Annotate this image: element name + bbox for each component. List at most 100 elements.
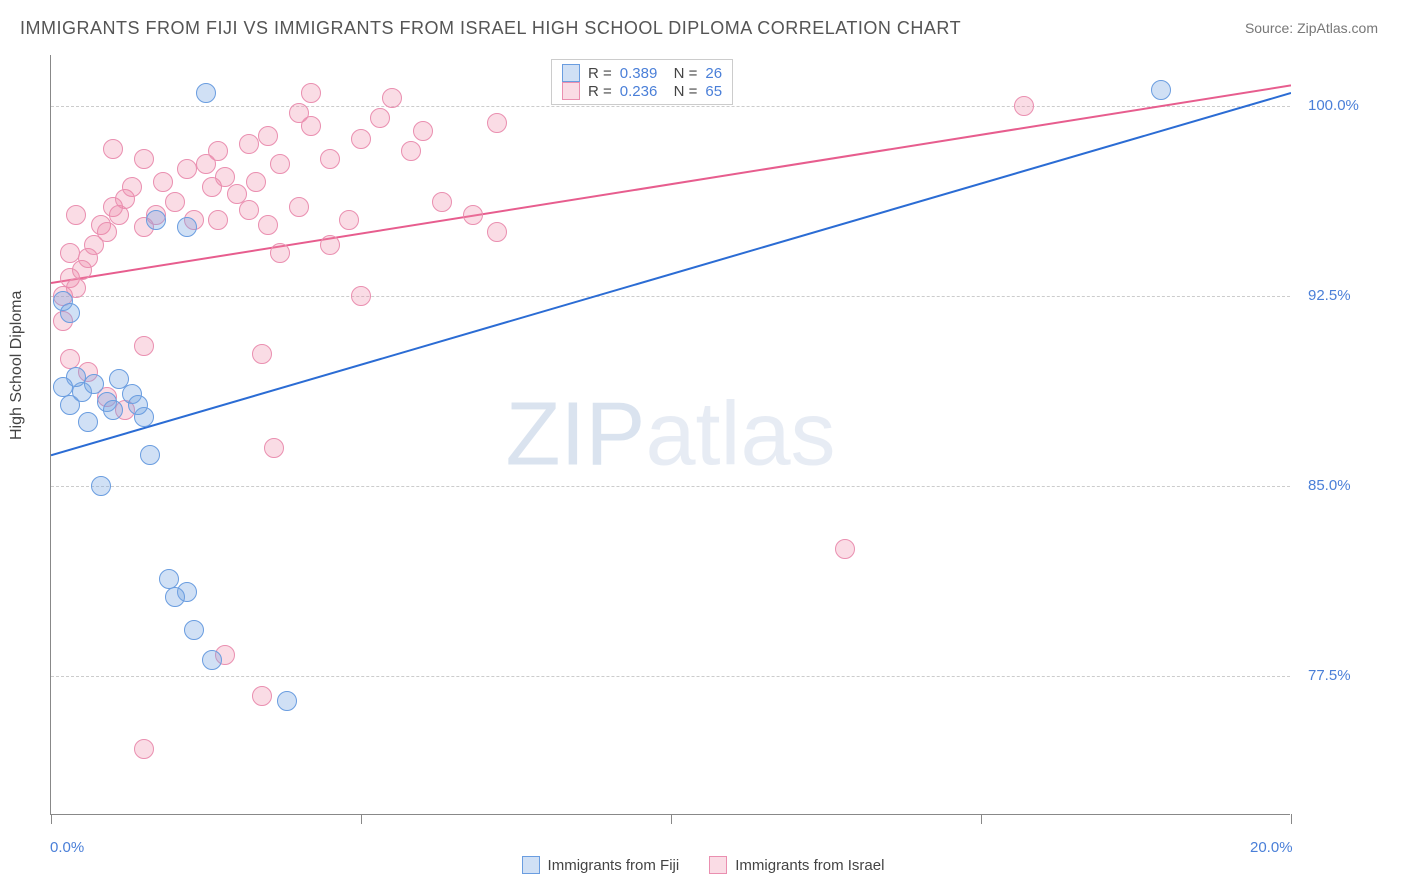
data-point	[487, 113, 507, 133]
data-point	[153, 172, 173, 192]
plot-area: ZIPatlas R = 0.389 N = 26 R = 0.236 N = …	[50, 55, 1290, 815]
trend-lines	[51, 55, 1291, 815]
x-tick	[51, 814, 52, 824]
r-legend-row-israel: R = 0.236 N = 65	[562, 82, 722, 100]
r-label: R =	[588, 65, 612, 82]
data-point	[252, 686, 272, 706]
swatch-israel	[709, 856, 727, 874]
r-value-fiji: 0.389	[620, 65, 658, 82]
data-point	[60, 303, 80, 323]
data-point	[351, 129, 371, 149]
data-point	[97, 222, 117, 242]
data-point	[103, 139, 123, 159]
gridline	[51, 106, 1290, 107]
swatch-fiji	[562, 64, 580, 82]
data-point	[165, 192, 185, 212]
data-point	[401, 141, 421, 161]
data-point	[177, 217, 197, 237]
data-point	[215, 167, 235, 187]
data-point	[84, 374, 104, 394]
data-point	[134, 739, 154, 759]
data-point	[184, 620, 204, 640]
y-tick-label: 92.5%	[1308, 287, 1351, 304]
data-point	[146, 210, 166, 230]
x-tick-label: 0.0%	[50, 839, 84, 856]
n-label: N =	[665, 83, 697, 100]
data-point	[53, 377, 73, 397]
data-point	[432, 192, 452, 212]
data-point	[202, 650, 222, 670]
legend-label-fiji: Immigrants from Fiji	[548, 857, 680, 874]
chart-title: IMMIGRANTS FROM FIJI VS IMMIGRANTS FROM …	[20, 18, 961, 39]
y-tick-label: 85.0%	[1308, 477, 1351, 494]
data-point	[165, 587, 185, 607]
x-tick	[671, 814, 672, 824]
data-point	[301, 83, 321, 103]
gridline	[51, 296, 1290, 297]
data-point	[246, 172, 266, 192]
x-tick	[361, 814, 362, 824]
swatch-israel	[562, 82, 580, 100]
n-value-israel: 65	[705, 83, 722, 100]
data-point	[239, 200, 259, 220]
legend-item-fiji: Immigrants from Fiji	[522, 856, 680, 874]
r-value-israel: 0.236	[620, 83, 658, 100]
data-point	[301, 116, 321, 136]
data-point	[370, 108, 390, 128]
legend-item-israel: Immigrants from Israel	[709, 856, 884, 874]
data-point	[320, 235, 340, 255]
data-point	[196, 83, 216, 103]
x-tick	[1291, 814, 1292, 824]
r-legend: R = 0.389 N = 26 R = 0.236 N = 65	[551, 59, 733, 105]
data-point	[91, 476, 111, 496]
r-legend-row-fiji: R = 0.389 N = 26	[562, 64, 722, 82]
data-point	[289, 197, 309, 217]
data-point	[78, 412, 98, 432]
y-tick-label: 77.5%	[1308, 667, 1351, 684]
data-point	[835, 539, 855, 559]
legend-label-israel: Immigrants from Israel	[735, 857, 884, 874]
data-point	[413, 121, 433, 141]
r-label: R =	[588, 83, 612, 100]
x-tick-label: 20.0%	[1250, 839, 1293, 856]
y-tick-label: 100.0%	[1308, 97, 1359, 114]
data-point	[258, 126, 278, 146]
data-point	[239, 134, 259, 154]
data-point	[252, 344, 272, 364]
data-point	[140, 445, 160, 465]
gridline	[51, 676, 1290, 677]
gridline	[51, 486, 1290, 487]
data-point	[382, 88, 402, 108]
data-point	[320, 149, 340, 169]
data-point	[351, 286, 371, 306]
watermark: ZIPatlas	[505, 383, 835, 486]
data-point	[134, 336, 154, 356]
data-point	[277, 691, 297, 711]
data-point	[1014, 96, 1034, 116]
data-point	[258, 215, 278, 235]
data-point	[264, 438, 284, 458]
data-point	[270, 154, 290, 174]
data-point	[208, 141, 228, 161]
data-point	[463, 205, 483, 225]
data-point	[66, 205, 86, 225]
bottom-legend: Immigrants from Fiji Immigrants from Isr…	[0, 856, 1406, 874]
watermark-atlas: atlas	[645, 384, 835, 484]
data-point	[122, 177, 142, 197]
source-label: Source: ZipAtlas.com	[1245, 20, 1378, 36]
data-point	[128, 395, 148, 415]
data-point	[177, 159, 197, 179]
data-point	[208, 210, 228, 230]
data-point	[134, 149, 154, 169]
n-value-fiji: 26	[705, 65, 722, 82]
data-point	[487, 222, 507, 242]
x-tick	[981, 814, 982, 824]
n-label: N =	[665, 65, 697, 82]
data-point	[339, 210, 359, 230]
data-point	[103, 400, 123, 420]
data-point	[60, 243, 80, 263]
y-axis-label: High School Diploma	[8, 291, 26, 440]
swatch-fiji	[522, 856, 540, 874]
data-point	[1151, 80, 1171, 100]
data-point	[270, 243, 290, 263]
